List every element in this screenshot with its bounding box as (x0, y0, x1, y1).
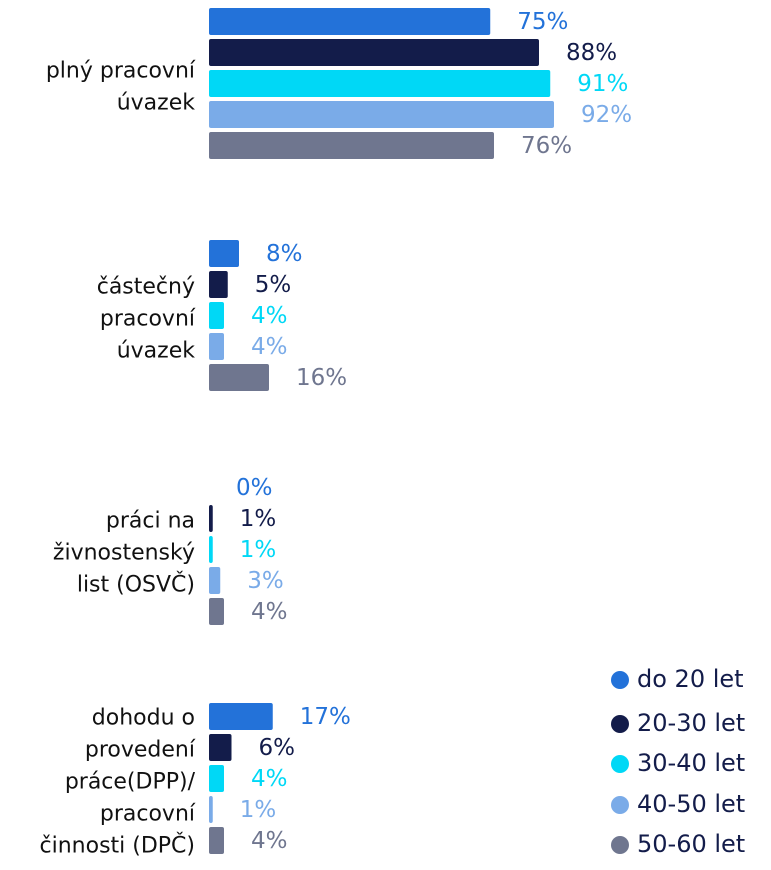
value-label: 92% (581, 102, 632, 128)
value-label: 4% (251, 828, 288, 854)
category-label: práci na (106, 509, 195, 534)
value-label: 1% (240, 797, 277, 823)
legend-marker (611, 836, 629, 854)
bar (209, 132, 494, 159)
bar (209, 302, 224, 329)
value-label: 3% (247, 568, 284, 594)
value-label: 1% (240, 537, 277, 563)
legend-marker (611, 715, 629, 733)
legend-label: 50-60 let (637, 830, 745, 858)
value-label: 17% (300, 704, 351, 730)
legend-marker (611, 671, 629, 689)
value-label: 4% (251, 766, 288, 792)
category-label: provedení (85, 738, 196, 763)
legend-label: do 20 let (637, 665, 744, 693)
value-label: 88% (566, 40, 617, 66)
value-label: 4% (251, 334, 288, 360)
bar (209, 796, 213, 823)
value-label: 6% (259, 735, 296, 761)
legend-marker (611, 755, 629, 773)
category-label: práce(DPP)/ (65, 770, 196, 795)
bar (209, 827, 224, 854)
category-label: úvazek (117, 339, 196, 364)
category-label: živnostenský (53, 541, 195, 566)
value-label: 75% (517, 9, 568, 35)
bar (209, 39, 539, 66)
bar (209, 598, 224, 625)
legend-label: 20-30 let (637, 709, 745, 737)
category-label: plný pracovní (46, 59, 196, 84)
category-label: list (OSVČ) (77, 572, 195, 598)
value-label: 0% (236, 475, 273, 501)
bar (209, 364, 269, 391)
category-label: částečný (97, 275, 195, 300)
bar (209, 8, 491, 35)
value-label: 16% (296, 365, 347, 391)
bar (209, 734, 232, 761)
bar (209, 765, 224, 792)
legend-label: 40-50 let (637, 790, 745, 818)
category-label: činnosti (DPČ) (40, 833, 195, 859)
bar (209, 536, 213, 563)
bar (209, 505, 213, 532)
value-label: 4% (251, 599, 288, 625)
bar (209, 271, 228, 298)
value-label: 1% (240, 506, 277, 532)
bar (209, 240, 239, 267)
category-label: úvazek (117, 91, 196, 116)
legend-marker (611, 796, 629, 814)
bar (209, 70, 551, 97)
value-label: 5% (255, 272, 292, 298)
category-label: pracovní (100, 802, 196, 827)
value-label: 91% (577, 71, 628, 97)
bar (209, 703, 273, 730)
category-label: dohodu o (92, 706, 195, 731)
bar (209, 567, 221, 594)
bar (209, 333, 224, 360)
value-label: 76% (521, 133, 572, 159)
value-label: 8% (266, 241, 303, 267)
bar (209, 101, 554, 128)
category-label: pracovní (100, 307, 196, 332)
value-label: 4% (251, 303, 288, 329)
legend-label: 30-40 let (637, 749, 745, 777)
